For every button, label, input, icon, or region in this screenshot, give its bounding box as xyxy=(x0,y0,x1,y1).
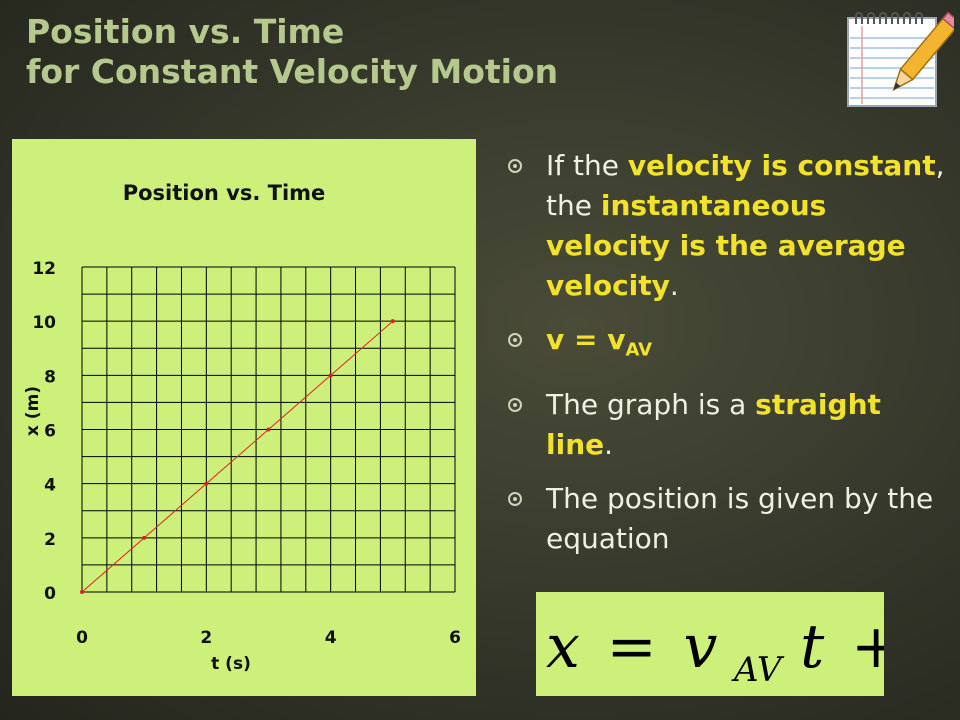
bullet-highlight: v = v xyxy=(546,323,626,356)
bullet-item: The position is given by the equation xyxy=(508,479,948,559)
equation-box: x = v AV t + x i xyxy=(536,592,960,696)
bullet-text: . xyxy=(604,427,614,461)
position-time-chart: Position vs. Time 0 2 4 6 8 10 12 0 2 4 6 t (s) x … xyxy=(23,181,461,674)
bullet-icon xyxy=(508,159,522,173)
eq-plus: + xyxy=(851,612,884,682)
eq-v-subscript: AV xyxy=(731,650,785,690)
data-point xyxy=(142,535,147,540)
bullet-icon xyxy=(508,491,522,506)
bullet-highlight: straight line xyxy=(546,387,881,461)
chart-title: Position vs. Time xyxy=(123,181,326,205)
notepad-pencil-icon xyxy=(847,11,954,107)
chart-ticks: 0 2 4 6 8 10 12 0 2 4 6 xyxy=(32,259,461,648)
bullet-list: If the velocity is constant, the instant… xyxy=(508,146,948,573)
title-line-1: Position vs. Time xyxy=(26,12,345,51)
y-axis-label: x (m) xyxy=(23,386,43,436)
eq-x: x xyxy=(546,612,580,682)
slide-title: Position vs. Time for Constant Velocity … xyxy=(26,12,558,92)
eq-v: v xyxy=(683,612,717,682)
x-tick-label: 0 xyxy=(76,628,88,648)
y-tick-label: 4 xyxy=(44,476,56,496)
bullet-text: The position is given by the equation xyxy=(546,481,934,555)
title-line-2: for Constant Velocity Motion xyxy=(26,52,559,91)
chart-panel: Position vs. Time 0 2 4 6 8 10 12 0 2 4 6 t (s) x … xyxy=(12,139,476,696)
x-tick-label: 6 xyxy=(449,628,461,648)
eq-t: t xyxy=(800,612,825,682)
chart-series xyxy=(80,319,395,594)
bullet-text: The graph is a xyxy=(546,387,756,421)
y-tick-label: 2 xyxy=(44,530,56,550)
series-line xyxy=(81,320,394,593)
x-tick-label: 4 xyxy=(325,628,337,648)
y-tick-label: 10 xyxy=(32,313,56,333)
y-tick-label: 12 xyxy=(32,259,56,279)
eq-equals: = xyxy=(607,612,657,682)
bullet-text: , the xyxy=(546,149,945,222)
svg-text:x = v AV: x = v AV t + x i xyxy=(546,612,884,694)
position-equation: x = v AV t + x i xyxy=(546,612,960,694)
y-tick-label: 0 xyxy=(44,584,56,604)
bullet-highlight: velocity is constant xyxy=(627,149,936,182)
bullet-item: If the velocity is constant, the instant… xyxy=(508,146,948,306)
bullet-highlight: instantaneous velocity is the average ve… xyxy=(546,189,906,302)
bullet-icon xyxy=(508,397,522,412)
x-tick-label: 2 xyxy=(200,628,212,648)
bullet-item: v = vAV xyxy=(508,320,948,371)
bullet-text: If the xyxy=(546,149,628,182)
data-point xyxy=(266,427,271,432)
bullet-icon xyxy=(508,333,522,347)
y-tick-label: 8 xyxy=(44,367,56,387)
data-point xyxy=(328,373,333,378)
bullet-text: . xyxy=(669,269,679,302)
x-axis-label: t (s) xyxy=(211,654,251,674)
data-point xyxy=(80,590,84,594)
y-tick-label: 6 xyxy=(44,422,56,442)
data-point xyxy=(390,319,395,324)
data-point xyxy=(204,481,209,486)
bullet-item: The graph is a straight line. xyxy=(508,385,948,465)
bullet-subscript: AV xyxy=(625,339,653,361)
